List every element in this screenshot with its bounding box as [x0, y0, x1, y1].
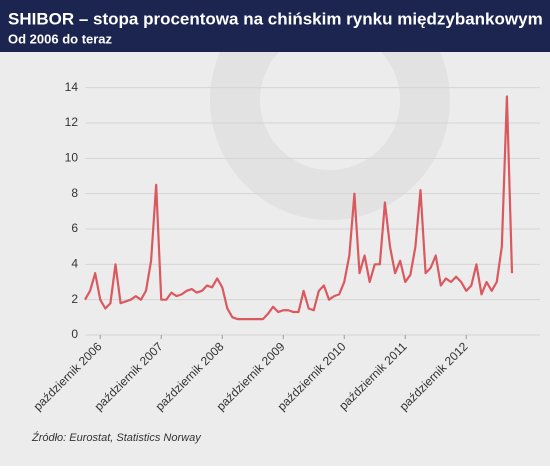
y-tick-label: 8: [71, 186, 78, 200]
y-tick-label: 2: [71, 292, 78, 306]
y-tick-label: 10: [65, 151, 79, 165]
source: Źródło: Eurostat, Statistics Norway: [31, 431, 202, 444]
y-tick-label: 4: [71, 257, 78, 271]
y-tick-label: 6: [71, 221, 78, 235]
y-tick-label: 0: [71, 327, 78, 341]
y-tick-label: 12: [65, 115, 79, 129]
chart-title: SHIBOR – stopa procentowa na chińskim ry…: [8, 9, 543, 28]
y-tick-label: 14: [65, 80, 79, 94]
line: [84, 95, 514, 321]
chart-subtitle: Od 2006 do teraz: [8, 31, 113, 46]
header: [0, 0, 550, 52]
